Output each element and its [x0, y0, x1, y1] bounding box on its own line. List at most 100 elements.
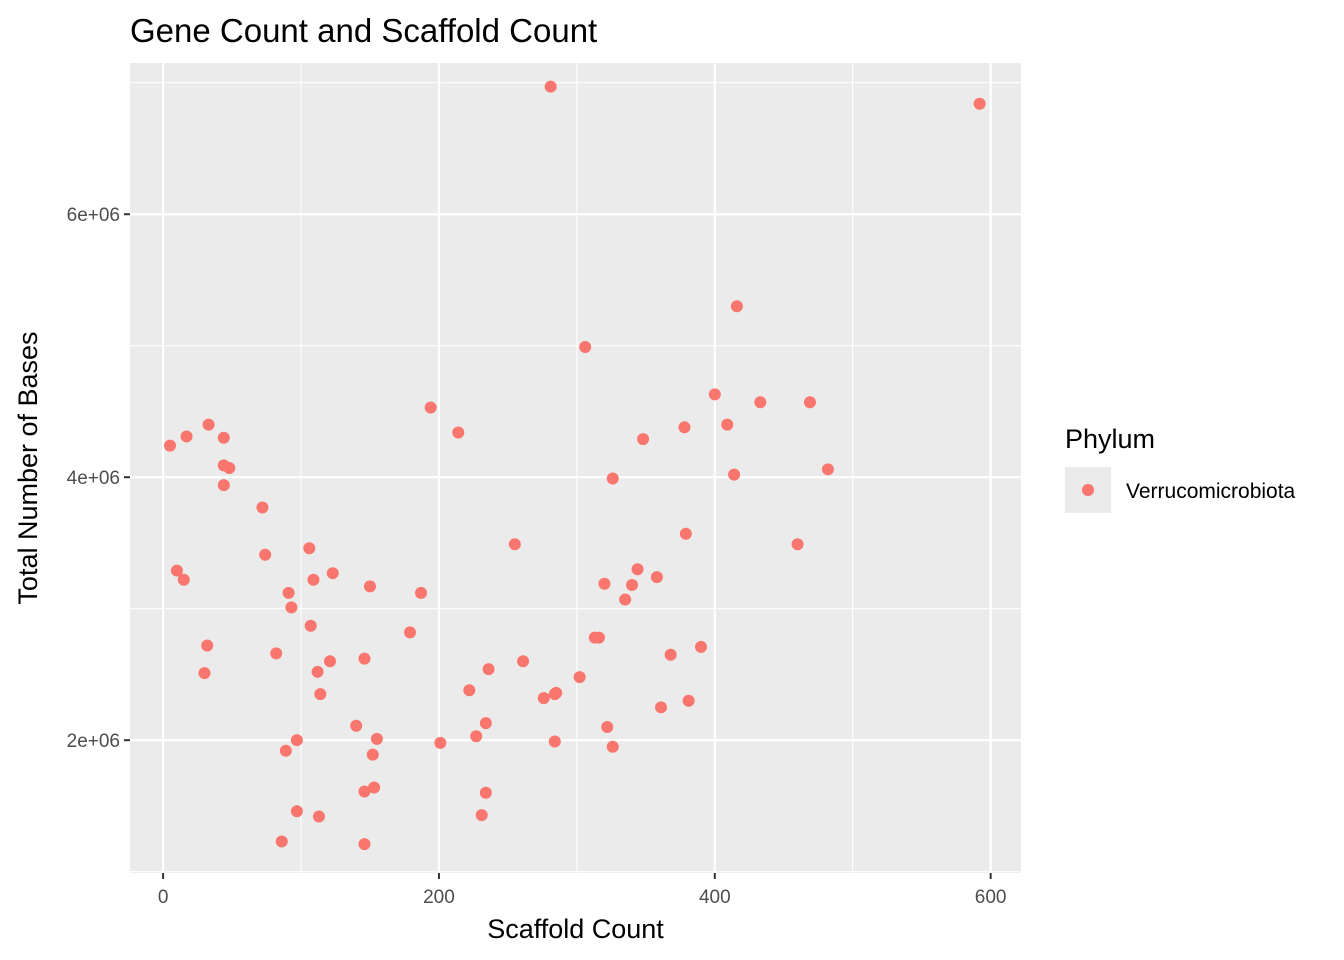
data-point: [434, 736, 447, 749]
x-tick-label: 0: [158, 887, 169, 908]
data-point: [626, 579, 639, 592]
y-axis-ticks: 2e+06 4e+06 6e+06: [67, 205, 130, 752]
data-point: [415, 586, 428, 599]
data-point: [537, 692, 550, 705]
data-point: [311, 665, 324, 678]
data-point: [479, 717, 492, 730]
x-tick-label: 200: [423, 887, 455, 908]
x-tick-label: 600: [975, 887, 1007, 908]
legend-key-point: [1082, 484, 1094, 496]
data-point: [470, 730, 483, 743]
data-point: [323, 655, 336, 668]
legend-title: Phylum: [1065, 424, 1155, 454]
data-point: [259, 548, 272, 561]
data-point: [606, 472, 619, 485]
chart-title: Gene Count and Scaffold Count: [130, 12, 597, 49]
data-point: [544, 80, 557, 93]
data-point: [358, 838, 371, 851]
data-point: [708, 388, 721, 401]
data-point: [482, 663, 495, 676]
data-point: [275, 835, 288, 848]
data-point: [358, 652, 371, 665]
data-point: [223, 462, 236, 474]
data-point: [475, 809, 488, 822]
data-point: [973, 97, 986, 110]
data-point: [452, 426, 465, 439]
data-point: [721, 418, 734, 431]
data-point: [463, 684, 476, 697]
data-point: [579, 341, 592, 354]
data-point: [479, 786, 492, 799]
data-point: [508, 538, 521, 551]
data-point: [631, 563, 644, 576]
data-point: [202, 418, 215, 431]
y-tick-label: 4e+06: [67, 468, 120, 489]
data-point: [358, 785, 371, 798]
data-point: [606, 740, 619, 753]
data-point: [550, 686, 563, 699]
data-point: [573, 671, 586, 684]
data-point: [314, 688, 327, 701]
data-point: [303, 542, 316, 555]
y-axis-title: Total Number of Bases: [13, 331, 43, 604]
data-point: [821, 463, 834, 476]
data-point: [678, 421, 691, 434]
data-point: [307, 573, 320, 586]
data-point: [728, 468, 741, 481]
minor-gridlines: [130, 63, 1021, 873]
data-point: [290, 805, 303, 818]
data-point: [350, 719, 363, 732]
y-tick-label: 2e+06: [67, 731, 120, 752]
data-point: [403, 626, 416, 639]
data-point: [598, 577, 611, 590]
data-point: [290, 734, 303, 747]
legend-label: Verrucomicrobiota: [1126, 480, 1296, 503]
data-point: [363, 580, 376, 593]
x-axis-title: Scaffold Count: [487, 914, 664, 944]
data-point: [270, 647, 283, 660]
data-point: [682, 694, 695, 707]
data-point: [695, 640, 708, 653]
data-point: [279, 744, 292, 757]
data-point: [163, 439, 176, 452]
data-point: [664, 648, 677, 661]
data-point: [368, 781, 381, 794]
data-point: [679, 527, 692, 540]
x-tick-label: 400: [699, 887, 731, 908]
data-point: [366, 748, 379, 761]
data-point: [285, 601, 298, 614]
data-point: [754, 396, 767, 409]
major-gridlines: [130, 63, 1021, 873]
data-point: [282, 586, 295, 599]
data-point: [217, 479, 230, 492]
data-point: [170, 564, 183, 577]
data-point: [424, 401, 437, 414]
data-point: [177, 573, 190, 586]
x-axis-ticks: 0 200 400 600: [158, 873, 1007, 908]
data-point: [312, 810, 325, 823]
plot-panel: [130, 63, 1021, 873]
data-point: [517, 655, 530, 668]
data-point: [548, 735, 561, 748]
data-point: [370, 732, 383, 745]
data-point: [326, 567, 339, 580]
data-point: [601, 721, 614, 734]
data-point: [201, 639, 214, 652]
data-point: [304, 619, 317, 632]
data-point: [256, 501, 269, 514]
data-point: [791, 538, 804, 551]
data-point: [655, 701, 668, 714]
y-tick-label: 6e+06: [67, 205, 120, 226]
data-point: [180, 430, 193, 443]
legend: Phylum Verrucomicrobiota: [1065, 424, 1296, 513]
data-point: [637, 433, 650, 446]
data-point: [730, 300, 743, 313]
data-point: [619, 593, 632, 606]
data-points: [163, 80, 986, 851]
data-point: [217, 431, 230, 444]
data-point: [650, 571, 663, 584]
data-point: [803, 396, 816, 409]
data-point: [592, 631, 605, 644]
data-point: [198, 667, 211, 680]
